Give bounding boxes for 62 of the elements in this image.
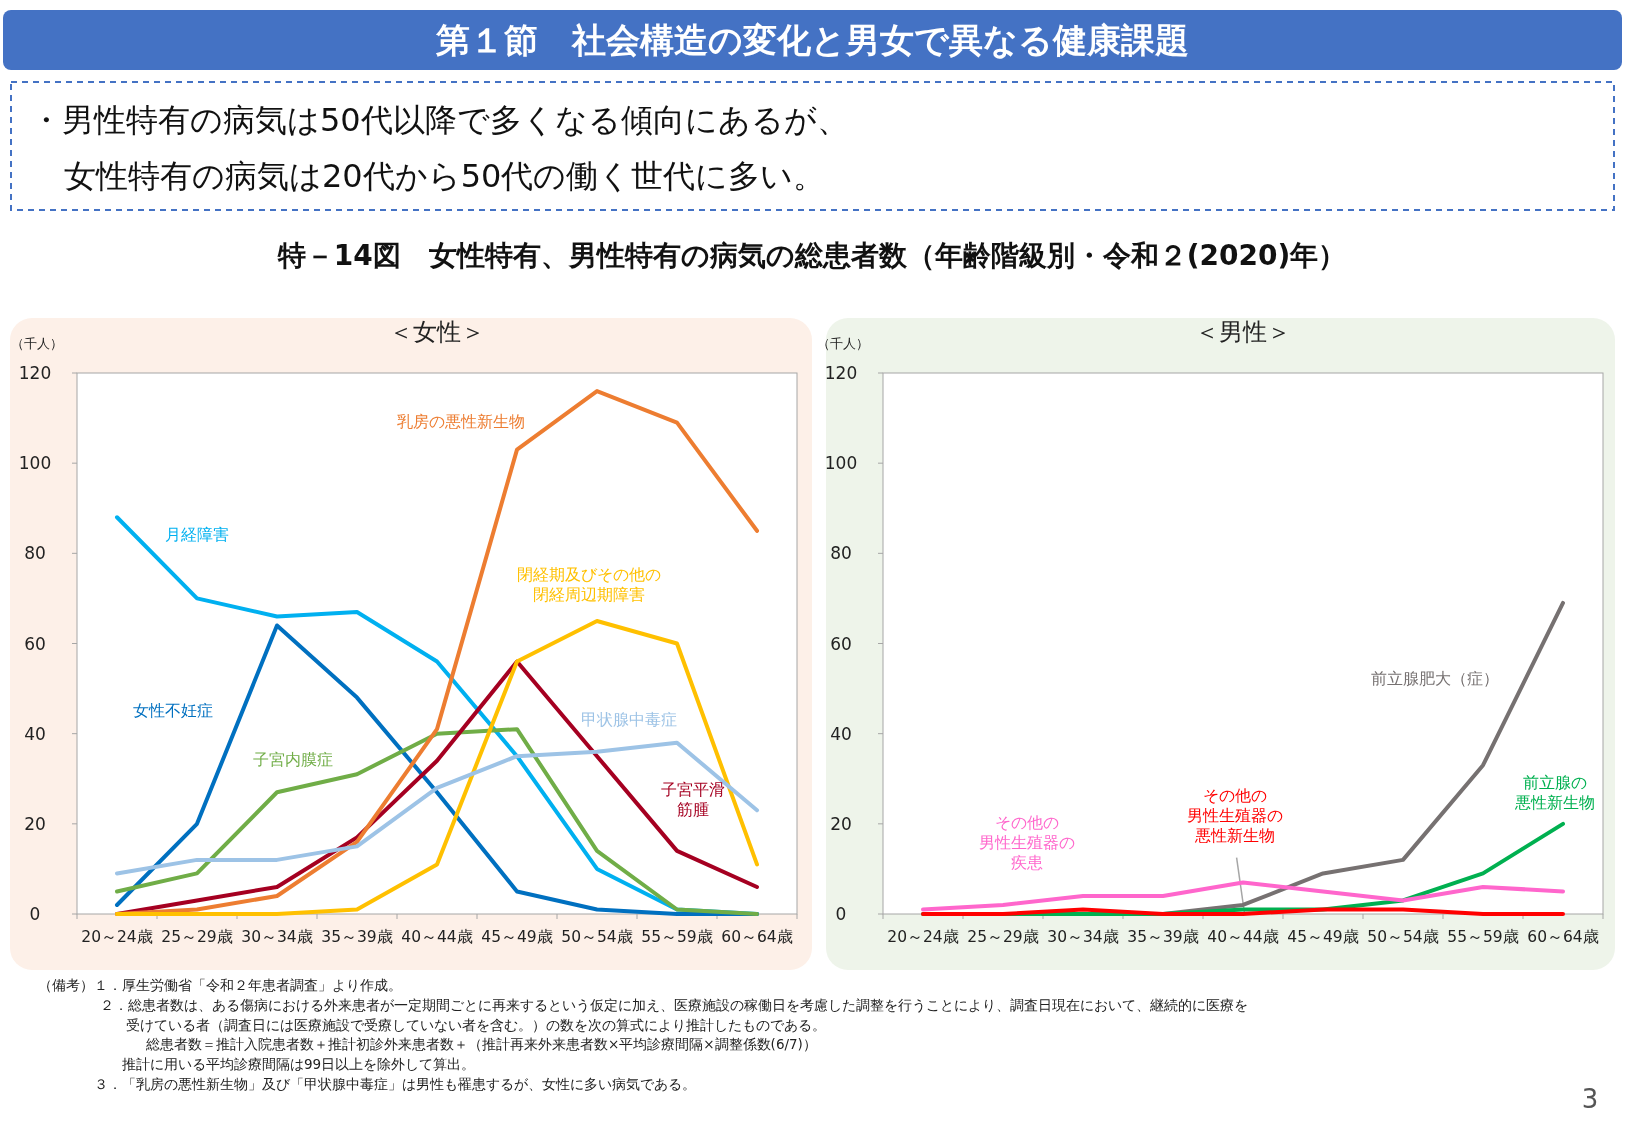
series-label: 女性不妊症 bbox=[133, 700, 213, 720]
text: 3 bbox=[1581, 1084, 1599, 1114]
y-tick-label: 0 bbox=[835, 904, 847, 924]
chart-title: ＜男性＞ bbox=[1195, 318, 1291, 346]
line-series bbox=[115, 727, 759, 916]
x-tick-label: 40～44歳 bbox=[401, 928, 473, 946]
y-tick-label: 120 bbox=[18, 363, 52, 383]
x-tick-label: 30～34歳 bbox=[241, 928, 313, 946]
series-label: 乳房の悪性新生物 bbox=[397, 412, 525, 432]
y-tick-label: 100 bbox=[18, 453, 52, 474]
series-label: 月経障害 bbox=[165, 524, 229, 544]
x-tick-label: 50～54歳 bbox=[561, 928, 633, 946]
x-tick-label: 25～29歳 bbox=[967, 928, 1039, 946]
text: 閉経期及びその他の閉経周辺期障害 bbox=[517, 565, 661, 605]
x-tick-label: 35～39歳 bbox=[321, 928, 393, 946]
text: （備考）１．厚生労働省「令和２年患者調査」より作成。 bbox=[38, 977, 402, 993]
x-tick-label: 60～64歳 bbox=[721, 928, 793, 946]
text: ３．「乳房の悪性新生物」及び「甲状腺中毒症」は男性も罹患するが、女性に多い病気である。 bbox=[94, 1076, 696, 1092]
x-tick-label: 25～29歳 bbox=[161, 928, 233, 946]
x-tick-label: 20～24歳 bbox=[887, 928, 959, 946]
text: ２．総患者数は、ある傷病における外来患者が一定期間ごとに再来するという仮定に加え、医療施設の稼働日を考慮した調整を行うことにより、調査日現在において、継続的に医療を bbox=[100, 997, 1248, 1013]
y-tick-label: 60 bbox=[24, 633, 46, 654]
y-tick-label: 120 bbox=[824, 363, 858, 383]
y-tick-label: 0 bbox=[29, 904, 41, 924]
x-tick-label: 55～59歳 bbox=[641, 928, 713, 946]
x-tick-label: 45～49歳 bbox=[1287, 928, 1359, 946]
x-tick-label: 45～49歳 bbox=[481, 928, 553, 946]
text: 受けている者（調査日には医療施設で受療していない者を含む。）の数を次の算式により推計したものである。 bbox=[126, 1017, 826, 1033]
y-tick-label: 40 bbox=[830, 723, 852, 744]
y-tick-label: 40 bbox=[24, 723, 46, 744]
x-tick-label: 60～64歳 bbox=[1527, 928, 1599, 946]
text: 第１節 社会構造の変化と男女で異なる健康課題 bbox=[434, 20, 1189, 60]
line-series bbox=[115, 389, 759, 916]
x-tick-label: 40～44歳 bbox=[1207, 928, 1279, 946]
y-tick-label: 20 bbox=[24, 813, 46, 834]
series-label: 前立腺肥大（症） bbox=[1371, 669, 1499, 689]
text: 女性特有の病気は20代から50代の働く世代に多い。 bbox=[64, 157, 826, 195]
series-label: 子宮平滑筋腫 bbox=[661, 779, 725, 819]
y-axis-title: （千人） bbox=[817, 336, 869, 351]
line-series bbox=[115, 740, 759, 876]
y-tick-label: 60 bbox=[830, 633, 852, 654]
series-label: その他の男性生殖器の疾患 bbox=[979, 813, 1075, 873]
x-tick-label: 35～39歳 bbox=[1127, 928, 1199, 946]
text: その他の男性生殖器の悪性新生物 bbox=[1187, 786, 1283, 846]
text: 推計に用いる平均診療間隔は99日以上を除外して算出。 bbox=[122, 1056, 476, 1072]
y-tick-label: 20 bbox=[830, 813, 852, 834]
series-label: 子宮内膜症 bbox=[253, 750, 333, 770]
x-tick-label: 55～59歳 bbox=[1447, 928, 1519, 946]
y-tick-label: 80 bbox=[24, 543, 46, 564]
y-tick-label: 80 bbox=[830, 543, 852, 564]
text: 特－14図 女性特有、男性特有の病気の総患者数（年齢階級別・令和２(2020)年） bbox=[276, 239, 1347, 272]
y-axis-title: （千人） bbox=[11, 336, 63, 351]
text: 総患者数＝推計入院患者数＋推計初診外来患者数＋（推計再来外来患者数×平均診療間隔×調整係数(6/7)） bbox=[145, 1036, 817, 1052]
x-tick-label: 30～34歳 bbox=[1047, 928, 1119, 946]
x-tick-label: 50～54歳 bbox=[1367, 928, 1439, 946]
line-series bbox=[921, 880, 1565, 912]
y-tick-label: 100 bbox=[824, 453, 858, 474]
text: 前立腺の悪性新生物 bbox=[1514, 772, 1595, 812]
series-label: 甲状腺中毒症 bbox=[581, 709, 677, 729]
chart-title: ＜女性＞ bbox=[389, 318, 485, 346]
text: ・男性特有の病気は50代以降で多くなる傾向にあるが、 bbox=[30, 101, 849, 139]
x-tick-label: 20～24歳 bbox=[81, 928, 153, 946]
